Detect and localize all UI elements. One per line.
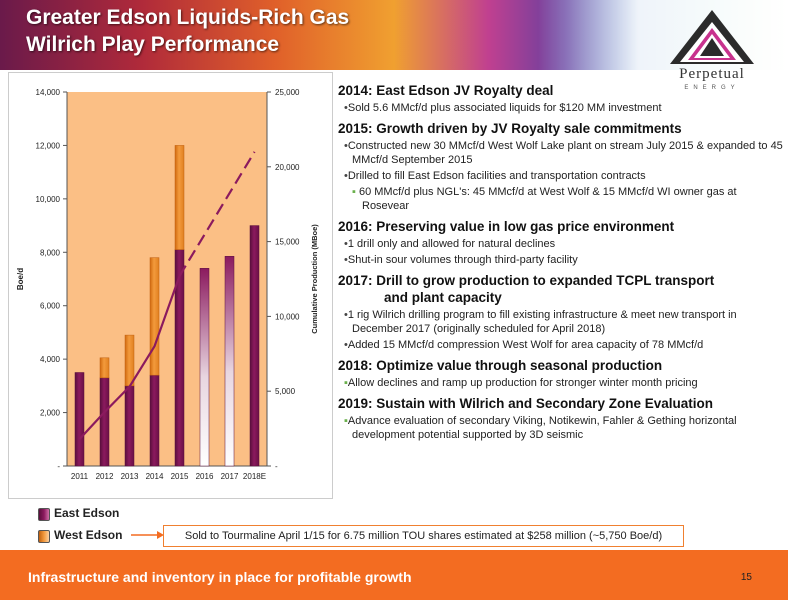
y-tick-label-left: 10,000: [36, 195, 61, 204]
y-tick-label-left: 2,000: [40, 409, 61, 418]
plot-area: [67, 92, 267, 466]
bullet-marker: •: [344, 254, 348, 266]
bullet-item: •1 rig Wilrich drilling program to fill …: [344, 308, 783, 336]
bullet-text: Advance evaluation of secondary Viking, …: [347, 415, 737, 441]
bullet-text: Sold 5.6 MMcf/d plus associated liquids …: [347, 102, 662, 114]
timeline-text: 2014: East Edson JV Royalty deal •Sold 5.…: [338, 82, 783, 442]
footer-tagline: Infrastructure and inventory in place fo…: [28, 569, 412, 585]
y-tick-label-left: 6,000: [40, 302, 61, 311]
y-tick-label-right: 15,000: [275, 238, 300, 247]
bullet-item: •Sold 5.6 MMcf/d plus associated liquids…: [344, 101, 783, 115]
bar-east-edson: [99, 377, 110, 467]
legend-west-label: West Edson: [54, 528, 123, 542]
bullet-marker: •: [344, 170, 348, 182]
legend-west-swatch: [38, 530, 50, 543]
legend-east-swatch: [38, 508, 50, 521]
bullet-text: Drilled to fill East Edson facilities an…: [347, 170, 646, 182]
bar-west-edson: [149, 257, 160, 376]
y-tick-label-left: -: [57, 462, 60, 471]
y-axis-label-left: Boe/d: [16, 268, 25, 290]
bullet-marker: •: [344, 102, 348, 114]
cumulative-line-projection: [178, 151, 256, 277]
bar-east-edson: [74, 372, 85, 467]
section-heading: 2017: Drill to grow production to expand…: [338, 273, 715, 288]
production-chart: - 2,000 4,000 6,000 8,000 10,000 12,000 14,000 -…: [8, 72, 333, 499]
x-tick-label: 2012: [96, 472, 114, 481]
y-tick-label-right: 5,000: [275, 387, 296, 396]
y-tick-label-right: 10,000: [275, 312, 300, 321]
title-line-2: Wilrich Play Performance: [26, 33, 280, 56]
bar-east-edson: [249, 225, 260, 467]
y-axis-label-right: Cumulative Production (MBoe): [310, 224, 319, 334]
section-heading-cont: and plant capacity: [384, 290, 502, 305]
bullet-text: 1 rig Wilrich drilling program to fill e…: [347, 309, 737, 335]
page-title: Greater Edson Liquids-Rich Gas Wilrich P…: [26, 4, 349, 58]
bullet-marker: ▪: [344, 377, 348, 389]
bullet-item: •Shut-in sour volumes through third-part…: [344, 253, 783, 267]
bullet-item: ▪ 60 MMcf/d plus NGL's: 45 MMcf/d at Wes…: [352, 185, 783, 213]
page-number: 15: [740, 572, 752, 583]
x-tick-label: 2011: [71, 472, 89, 481]
x-tick-label: 2013: [121, 472, 139, 481]
bullet-text: Constructed new 30 MMcf/d West Wolf Lake…: [347, 140, 783, 166]
bar-east-edson: [199, 268, 210, 467]
legend-east-label: East Edson: [54, 506, 120, 520]
bullet-item: ▪Advance evaluation of secondary Viking,…: [344, 414, 783, 442]
company-logo: Perpetual ENERGY: [662, 8, 762, 100]
bullet-marker: ▪: [344, 415, 348, 427]
bar-west-edson: [124, 334, 135, 387]
y-tick-label-right: -: [275, 462, 278, 471]
bullet-marker: ▪: [352, 186, 356, 198]
x-tick-label: 2016: [196, 472, 214, 481]
bullet-marker: •: [344, 339, 348, 351]
y-tick-label-right: 25,000: [275, 88, 300, 97]
bullet-item: ▪Allow declines and ramp up production f…: [344, 376, 783, 390]
x-tick-label: 2018E: [243, 472, 266, 481]
arrow-right-icon: [131, 531, 164, 539]
y-tick-label-right: 20,000: [275, 163, 300, 172]
section-heading: 2016: Preserving value in low gas price …: [338, 219, 675, 234]
section-heading: 2019: Sustain with Wilrich and Secondary…: [338, 396, 713, 411]
x-tick-label: 2014: [146, 472, 164, 481]
y-tick-label-left: 14,000: [36, 88, 61, 97]
logo-triangle-icon: [670, 10, 754, 64]
y-tick-label-left: 4,000: [40, 355, 61, 364]
sale-note: Sold to Tourmaline April 1/15 for 6.75 m…: [163, 525, 684, 547]
bullet-item: •1 drill only and allowed for natural de…: [344, 237, 783, 251]
y-tick-label-left: 12,000: [36, 141, 61, 150]
section-heading: 2018: Optimize value through seasonal pr…: [338, 358, 663, 373]
bullet-item: •Constructed new 30 MMcf/d West Wolf Lak…: [344, 139, 783, 167]
bullet-text: 1 drill only and allowed for natural dec…: [347, 238, 556, 250]
bullet-text: Allow declines and ramp up production fo…: [347, 377, 698, 389]
footer-bar: Infrastructure and inventory in place fo…: [0, 550, 788, 600]
header-banner: Greater Edson Liquids-Rich Gas Wilrich P…: [0, 0, 788, 70]
bullet-marker: •: [344, 238, 348, 250]
x-tick-label: 2015: [171, 472, 189, 481]
bullet-text: Added 15 MMcf/d compression West Wolf fo…: [347, 339, 704, 351]
bullet-item: •Drilled to fill East Edson facilities a…: [344, 169, 783, 183]
title-line-1: Greater Edson Liquids-Rich Gas: [26, 6, 350, 29]
y-tick-label-left: 8,000: [40, 248, 61, 257]
bullet-text: 60 MMcf/d plus NGL's: 45 MMcf/d at West …: [355, 186, 737, 212]
cumulative-line: [78, 275, 181, 440]
bullet-text: Shut-in sour volumes through third-party…: [347, 254, 578, 266]
bullet-marker: •: [344, 309, 348, 321]
x-tick-label: 2017: [221, 472, 239, 481]
bar-east-edson: [124, 385, 135, 467]
section-heading: 2015: Growth driven by JV Royalty sale c…: [338, 121, 682, 136]
section-heading: 2014: East Edson JV Royalty deal: [338, 83, 554, 98]
bullet-item: •Added 15 MMcf/d compression West Wolf f…: [344, 338, 783, 352]
bar-west-edson: [99, 357, 110, 379]
logo-name: Perpetual: [679, 66, 745, 82]
chart-svg: - 2,000 4,000 6,000 8,000 10,000 12,000 14,000 -…: [16, 88, 319, 481]
logo-sub: ENERGY: [684, 85, 740, 91]
bar-west-edson: [174, 145, 185, 250]
bullet-marker: •: [344, 140, 348, 152]
bar-east-edson: [149, 374, 160, 467]
bar-east-edson: [224, 256, 235, 467]
